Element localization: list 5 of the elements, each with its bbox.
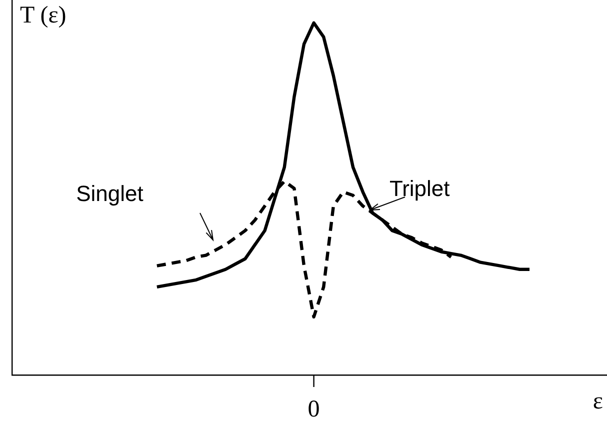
x-axis-title: ε — [592, 388, 603, 414]
series-label: Triplet — [389, 176, 450, 202]
text: Singlet — [76, 181, 144, 206]
y-axis-title: T (ε) — [20, 2, 66, 28]
text: 0 — [308, 396, 320, 422]
